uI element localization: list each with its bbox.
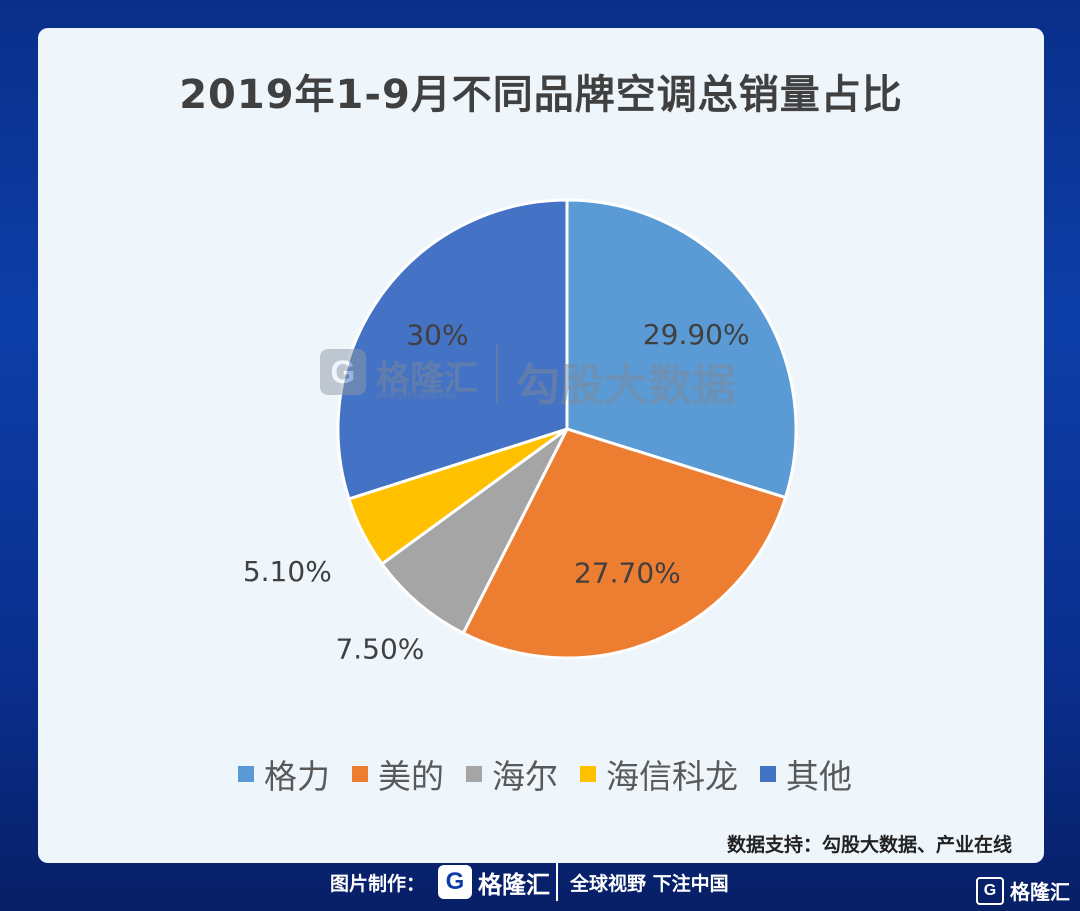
chart-legend: 格力 美的 海尔 海信科龙 其他	[238, 750, 938, 798]
data-label-4: 5.10%	[243, 555, 332, 588]
corner-brand-text: 格隆汇	[1010, 880, 1070, 904]
watermark-logo-icon: G	[320, 349, 366, 395]
chart-title: 2019年1-9月不同品牌空调总销量占比	[179, 72, 903, 118]
pie-chart: 29.90% 27.70% 7.50% 5.10% 30%	[243, 198, 798, 666]
data-label-3: 7.50%	[335, 633, 424, 666]
chart-card: 2019年1-9月不同品牌空调总销量占比 29.90% 27.70% 7.50% 5.…	[38, 28, 1044, 863]
legend-label: 其他	[786, 757, 852, 796]
footer-divider	[556, 863, 558, 901]
legend-label: 美的	[378, 757, 444, 796]
legend-swatch	[760, 766, 776, 782]
legend-label: 格力	[264, 757, 330, 796]
pie-slice-3	[379, 427, 569, 636]
footer-made-by: 图片制作：	[330, 873, 426, 895]
data-label-1: 29.90%	[643, 318, 750, 351]
legend-item-1: 格力	[238, 750, 330, 798]
watermark-brand: 格隆汇	[376, 359, 478, 399]
legend-item-5: 其他	[760, 750, 852, 798]
legend-swatch	[580, 766, 596, 782]
pie-slice-1	[565, 198, 798, 500]
legend-swatch	[466, 766, 482, 782]
pie-slice-2	[461, 427, 788, 660]
legend-swatch	[238, 766, 254, 782]
legend-label: 海信科龙	[606, 757, 738, 796]
data-source: 数据支持：勾股大数据、产业在线	[726, 834, 1012, 856]
watermark-text: 勾股大数据	[516, 360, 736, 411]
footer-slogan: 全球视野 下注中国	[570, 873, 729, 895]
data-label-2: 27.70%	[574, 557, 681, 590]
footer-brand: 格隆汇	[478, 871, 550, 899]
legend-item-2: 美的	[352, 750, 444, 798]
footer: 图片制作： G 格隆汇 全球视野 下注中国	[0, 863, 1080, 911]
watermark-divider	[496, 345, 498, 403]
data-label-5: 30%	[406, 319, 468, 352]
legend-item-4: 海信科龙	[580, 750, 738, 798]
legend-item-3: 海尔	[466, 750, 558, 798]
pie-slice-5	[336, 198, 569, 501]
watermark-url: www.gelonghui.com	[376, 391, 457, 400]
legend-label: 海尔	[492, 757, 558, 796]
corner-brand: G 格隆汇	[976, 876, 1070, 905]
corner-logo-icon: G	[976, 876, 1004, 905]
footer-logo-icon: G	[438, 865, 472, 899]
legend-swatch	[352, 766, 368, 782]
